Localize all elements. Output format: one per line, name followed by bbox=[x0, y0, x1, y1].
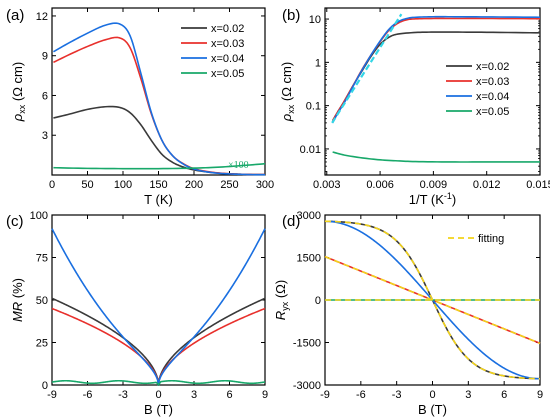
legend-label: x=0.03 bbox=[476, 76, 509, 88]
x-tick-label: -6 bbox=[83, 389, 93, 401]
y-axis-symbol: R bbox=[273, 311, 288, 320]
x-tick-label: 0 bbox=[155, 389, 161, 401]
x-axis-end: ) bbox=[452, 192, 456, 207]
panel-a: 0 50 100 150 200 250 300 3 6 9 12 (a) x=0.02 x=0.03 x=… bbox=[6, 7, 274, 207]
x-tick-label: 3 bbox=[191, 389, 197, 401]
y-tick-label: 6 bbox=[42, 90, 48, 102]
y-tick-label: 0 bbox=[42, 380, 48, 392]
x-axis-base: 1/T (K bbox=[409, 192, 444, 207]
legend-label: fitting bbox=[478, 233, 504, 245]
y-tick-label: 1 bbox=[315, 57, 321, 69]
x-tick-label: 0 bbox=[49, 179, 55, 191]
panel-label: (b) bbox=[282, 7, 300, 24]
y-tick-label: 3 bbox=[42, 130, 48, 142]
x-tick-label: 250 bbox=[220, 179, 238, 191]
legend-label: x=0.02 bbox=[476, 61, 509, 73]
series-line bbox=[53, 22, 265, 176]
x-axis-label: B (T) bbox=[144, 402, 173, 417]
y-axis-subscript: xx bbox=[286, 104, 296, 114]
y-tick-label: 0.01 bbox=[300, 144, 321, 156]
y-tick-label: 10 bbox=[309, 14, 321, 26]
x-tick-label: -3 bbox=[118, 389, 128, 401]
series-line bbox=[51, 228, 266, 386]
x-tick-label: 6 bbox=[501, 389, 507, 401]
x-tick-label: -3 bbox=[392, 389, 402, 401]
y-axis-unit: (Ω cm) bbox=[10, 62, 25, 105]
series-line bbox=[332, 151, 540, 163]
y-tick-label: 50 bbox=[36, 295, 48, 307]
y-axis-label: MR (%) bbox=[10, 278, 25, 322]
series-line bbox=[53, 162, 266, 170]
plot-frame bbox=[324, 7, 541, 176]
y-axis-unit: (Ω) bbox=[273, 280, 288, 302]
panel-b: 0.003 0.006 0.009 0.012 0.015 0.01 0.1 1 10 (b) x=… bbox=[279, 7, 550, 207]
x-tick-label: 150 bbox=[149, 179, 167, 191]
y-tick-label: 12 bbox=[36, 11, 48, 23]
y-tick-label: -1500 bbox=[293, 338, 321, 350]
y-tick-label: 1500 bbox=[297, 253, 321, 265]
y-tick-label: 3000 bbox=[297, 210, 321, 222]
x-tick-label: 100 bbox=[114, 179, 132, 191]
y-axis-unit: (%) bbox=[10, 278, 25, 302]
legend-label: x=0.02 bbox=[211, 23, 244, 35]
y-tick-label: 0 bbox=[315, 295, 321, 307]
y-axis-symbol: ρ bbox=[10, 113, 25, 122]
x-tick-label: -6 bbox=[356, 389, 366, 401]
x-axis-label: B (T) bbox=[418, 402, 447, 417]
x-tick-label: 0.006 bbox=[366, 179, 394, 191]
x-tick-label: 9 bbox=[262, 389, 268, 401]
y-axis-unit: (Ω cm) bbox=[279, 62, 294, 105]
panel-label: (c) bbox=[6, 213, 24, 230]
y-tick-label: 0.1 bbox=[306, 101, 321, 113]
y-axis-symbol: MR bbox=[10, 302, 25, 322]
y-axis-label: ρxx (Ω cm) bbox=[10, 62, 27, 122]
x-tick-label: -9 bbox=[320, 389, 330, 401]
y-tick-label: 75 bbox=[36, 253, 48, 265]
fit-line bbox=[324, 255, 541, 345]
x-tick-label: 6 bbox=[226, 389, 232, 401]
series-line bbox=[51, 297, 266, 386]
panel-c: -9 -6 -3 0 3 6 9 0 25 50 75 100 (c) B (T) MR (%) bbox=[6, 210, 268, 417]
legend-label: x=0.05 bbox=[211, 68, 244, 80]
y-axis-subscript: xx bbox=[17, 104, 27, 114]
x-tick-label: 0 bbox=[429, 389, 435, 401]
x-tick-label: 0.003 bbox=[313, 179, 341, 191]
y-axis-subscript: yx bbox=[280, 301, 290, 311]
panel-label: (d) bbox=[282, 213, 300, 230]
x-tick-label: 9 bbox=[537, 389, 543, 401]
y-tick-label: 100 bbox=[30, 210, 48, 222]
plot-frame bbox=[51, 214, 266, 386]
y-axis-label: ρxx (Ω cm) bbox=[279, 62, 296, 122]
y-tick-label: 9 bbox=[42, 51, 48, 63]
legend-label: x=0.04 bbox=[476, 91, 509, 103]
panel-label: (a) bbox=[6, 7, 24, 24]
x-tick-label: 300 bbox=[256, 179, 274, 191]
x-tick-label: -9 bbox=[47, 389, 57, 401]
y-tick-label: 25 bbox=[36, 338, 48, 350]
series-line bbox=[51, 307, 266, 386]
x-tick-label: 50 bbox=[81, 179, 93, 191]
series-line bbox=[51, 379, 266, 386]
annotation-x100: ×100 bbox=[228, 160, 249, 171]
x-tick-label: 0.009 bbox=[420, 179, 448, 191]
legend-label: x=0.04 bbox=[211, 53, 244, 65]
x-tick-label: 3 bbox=[465, 389, 471, 401]
x-axis-label: 1/T (K-1) bbox=[409, 191, 457, 207]
legend-label: x=0.03 bbox=[211, 38, 244, 50]
x-axis-sup: -1 bbox=[444, 191, 452, 201]
x-axis-label: T (K) bbox=[144, 192, 173, 207]
y-tick-label: -3000 bbox=[293, 380, 321, 392]
fit-line bbox=[331, 13, 403, 124]
y-axis-label: Ryx (Ω) bbox=[273, 280, 290, 320]
x-tick-label: 0.012 bbox=[473, 179, 501, 191]
legend-label: x=0.05 bbox=[476, 106, 509, 118]
x-tick-label: 0.015 bbox=[526, 179, 550, 191]
x-tick-label: 200 bbox=[185, 179, 203, 191]
y-axis-symbol: ρ bbox=[279, 113, 294, 122]
panel-d: -9 -6 -3 0 3 6 9 -3000 -1500 0 1500 3000(d) fitting B… bbox=[273, 210, 543, 417]
